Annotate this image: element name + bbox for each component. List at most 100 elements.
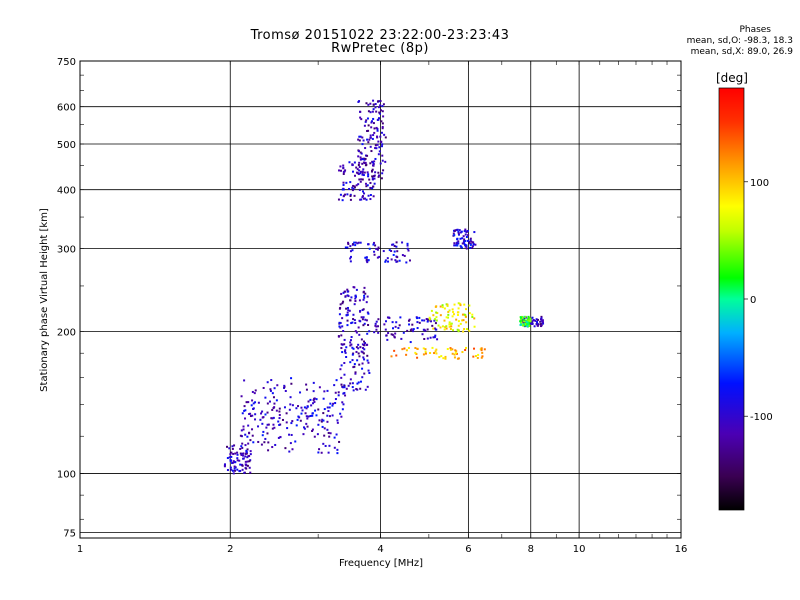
data-point: [323, 427, 326, 430]
data-point: [477, 353, 480, 356]
data-point: [525, 320, 528, 323]
data-point: [338, 169, 341, 172]
data-point: [368, 330, 371, 333]
data-point: [376, 143, 379, 146]
data-point: [472, 355, 475, 358]
data-point: [390, 333, 393, 336]
data-point: [394, 325, 397, 328]
data-point: [361, 173, 364, 176]
data-point: [345, 387, 348, 390]
data-point: [239, 463, 242, 466]
data-point: [373, 331, 376, 334]
data-point: [326, 406, 329, 409]
data-point: [278, 423, 281, 426]
data-point: [435, 316, 438, 319]
data-point: [468, 240, 471, 243]
data-point: [456, 314, 459, 317]
data-point: [453, 303, 456, 306]
data-point: [385, 334, 388, 337]
data-point: [386, 338, 389, 341]
data-point: [344, 169, 347, 172]
data-point: [416, 356, 419, 359]
data-point: [232, 460, 235, 463]
data-point: [312, 390, 315, 393]
data-point: [244, 433, 247, 436]
data-point: [359, 172, 362, 175]
data-point: [394, 259, 397, 262]
data-point: [360, 118, 363, 121]
data-point: [323, 390, 326, 393]
data-point: [228, 447, 231, 450]
data-point: [351, 359, 354, 362]
data-point: [333, 446, 336, 449]
data-point: [362, 139, 365, 142]
data-point: [384, 259, 387, 262]
data-point: [356, 388, 359, 391]
data-point: [291, 404, 294, 407]
data-point: [267, 441, 270, 444]
data-point: [357, 343, 360, 346]
data-point: [357, 163, 360, 166]
data-point: [232, 472, 235, 475]
data-point: [361, 195, 364, 198]
data-point: [376, 248, 379, 251]
data-point: [385, 320, 388, 323]
data-point: [291, 448, 294, 451]
data-point: [241, 464, 244, 467]
data-point: [266, 381, 269, 384]
data-point: [244, 452, 247, 455]
y-tick-label: 300: [57, 245, 76, 256]
data-point: [391, 243, 394, 246]
data-point: [471, 245, 474, 248]
data-point: [456, 328, 459, 331]
data-point: [230, 468, 233, 471]
data-point: [244, 444, 247, 447]
data-point: [271, 446, 274, 449]
data-point: [240, 445, 243, 448]
data-point: [231, 445, 234, 448]
data-point: [446, 347, 449, 350]
data-point: [412, 328, 415, 331]
data-point: [300, 412, 303, 415]
data-point: [261, 434, 264, 437]
data-point: [393, 245, 396, 248]
data-point: [252, 407, 255, 410]
data-point: [409, 341, 412, 344]
data-point: [339, 368, 342, 371]
data-point: [377, 175, 380, 178]
data-point: [373, 253, 376, 256]
data-point: [366, 359, 369, 362]
data-point: [384, 260, 387, 263]
data-point: [270, 417, 273, 420]
data-point: [288, 408, 291, 411]
data-point: [539, 320, 542, 323]
data-point: [377, 171, 380, 174]
data-point: [461, 242, 464, 245]
data-point: [247, 401, 250, 404]
axis-ticks: [79, 61, 682, 538]
data-point: [401, 348, 404, 351]
data-point: [422, 347, 425, 350]
data-point: [252, 441, 255, 444]
data-point: [238, 459, 241, 462]
data-point: [356, 382, 359, 385]
data-point: [443, 328, 446, 331]
data-point: [246, 435, 249, 438]
data-point: [534, 319, 537, 322]
data-point: [228, 456, 231, 459]
data-point: [426, 337, 429, 340]
data-point: [472, 241, 475, 244]
data-point: [236, 457, 239, 460]
data-point: [463, 238, 466, 241]
data-point: [376, 135, 379, 138]
data-point: [406, 247, 409, 250]
data-point: [278, 410, 281, 413]
data-point: [425, 318, 428, 321]
data-point: [305, 415, 308, 418]
data-point: [276, 384, 279, 387]
data-point: [226, 469, 229, 472]
data-point: [307, 400, 310, 403]
data-point: [340, 376, 343, 379]
data-point: [462, 241, 465, 244]
data-point: [297, 405, 300, 408]
